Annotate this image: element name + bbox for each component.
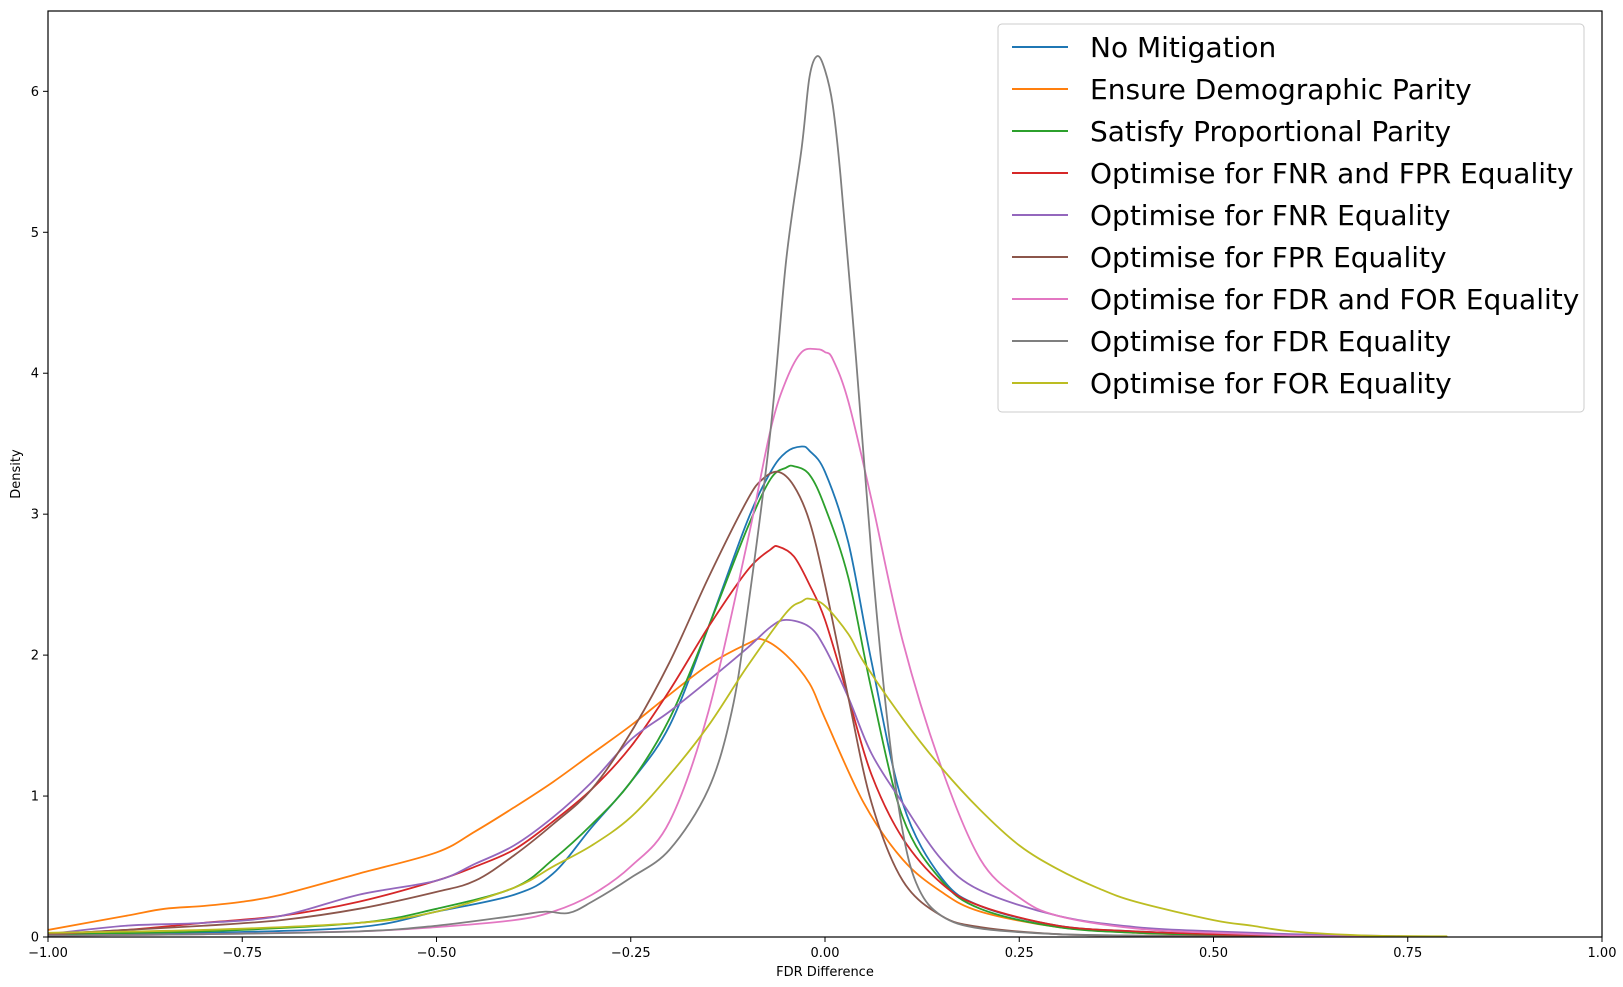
y-tick-label: 5: [31, 226, 39, 241]
x-tick-label: −0.50: [417, 946, 457, 961]
y-tick-label: 4: [31, 367, 39, 382]
y-tick-label: 3: [31, 508, 39, 523]
y-tick-label: 1: [31, 790, 39, 805]
series-line-8: [48, 55, 1215, 937]
x-axis: −1.00 −0.75 −0.50 −0.25 0.00 0.25 0.50 0.75 1.00: [28, 937, 1616, 961]
x-axis-label: FDR Difference: [776, 965, 874, 980]
series-line-9: [48, 597, 1448, 937]
x-tick-label: 0.50: [1199, 946, 1228, 961]
x-tick-label: −1.00: [28, 946, 68, 961]
x-tick-label: −0.75: [222, 946, 262, 961]
legend-box: [997, 23, 1585, 413]
y-axis-label: Density: [9, 449, 24, 499]
legend-label: Satisfy Proportional Parity: [1090, 115, 1451, 148]
x-tick-label: 0.75: [1393, 946, 1422, 961]
y-axis: 0 1 2 3 4 5 6: [31, 85, 48, 946]
x-tick-label: −0.25: [611, 946, 651, 961]
series-line-6: [48, 470, 1370, 937]
legend-label: No Mitigation: [1090, 31, 1276, 64]
y-tick-label: 2: [31, 649, 39, 664]
legend-label: Optimise for FDR and FOR Equality: [1090, 283, 1579, 316]
y-tick-label: 0: [31, 931, 39, 946]
legend: No Mitigation Ensure Demographic Parity Sa…: [997, 23, 1585, 413]
legend-label: Optimise for FDR Equality: [1090, 325, 1451, 358]
x-tick-label: 0.00: [811, 946, 840, 961]
legend-label: Ensure Demographic Parity: [1090, 73, 1472, 106]
x-tick-label: 1.00: [1588, 946, 1617, 961]
legend-label: Optimise for FNR Equality: [1090, 199, 1451, 232]
x-tick-label: 0.25: [1005, 946, 1034, 961]
series-line-7: [48, 347, 1370, 937]
series-layer: [48, 55, 1448, 937]
legend-label: Optimise for FNR and FPR Equality: [1090, 157, 1574, 190]
legend-label: Optimise for FOR Equality: [1090, 367, 1452, 400]
legend-label: Optimise for FPR Equality: [1090, 241, 1447, 274]
y-tick-label: 6: [31, 85, 39, 100]
series-line-4: [48, 545, 1448, 937]
